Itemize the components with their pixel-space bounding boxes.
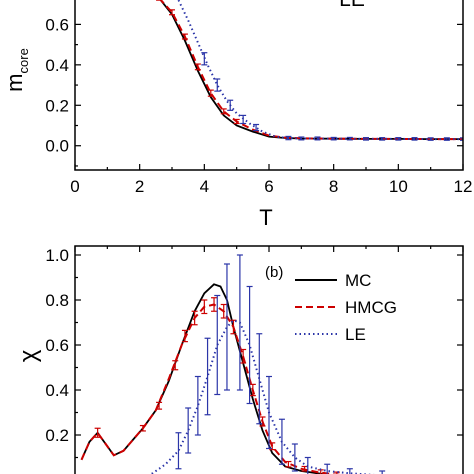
top-series-le-line bbox=[177, 0, 463, 141]
top-x-axis-label: T bbox=[259, 205, 272, 230]
bottom-errorbar-hmcg bbox=[201, 299, 208, 315]
bottom-errorbar-le bbox=[304, 456, 311, 474]
bottom-errorbar-le bbox=[256, 333, 263, 425]
bottom-errorbar-hmcg bbox=[94, 427, 101, 438]
legend-label-mc: MC bbox=[345, 271, 371, 290]
bottom-errorbar-le bbox=[214, 294, 221, 396]
top-errorbar-le bbox=[379, 137, 386, 141]
top-x-tick-label: 6 bbox=[264, 177, 273, 196]
top-x-tick-label: 0 bbox=[70, 177, 79, 196]
bottom-errorbar-hmcg bbox=[181, 329, 188, 343]
legend-label-le: LE bbox=[345, 325, 366, 344]
top-errorbar-le bbox=[346, 136, 353, 141]
top-errorbar-le bbox=[314, 136, 321, 141]
top-series-mc-line bbox=[159, 0, 463, 140]
top-errorbar-le bbox=[214, 78, 221, 92]
top-x-tick-label: 2 bbox=[135, 177, 144, 196]
top-errorbar-hmcg bbox=[181, 33, 188, 40]
bottom-y-axis-label: χ bbox=[15, 349, 42, 362]
top-errorbar-le bbox=[443, 137, 450, 141]
bottom-errorbar-hmcg bbox=[259, 416, 266, 427]
top-errorbar-hmcg bbox=[233, 118, 240, 125]
bottom-errorbar-le bbox=[278, 418, 285, 465]
top-x-tick-label: 12 bbox=[454, 177, 473, 196]
bottom-errorbar-hmcg bbox=[172, 360, 179, 371]
top-errorbar-hmcg bbox=[169, 9, 175, 16]
top-series-hmcg-line bbox=[159, 0, 463, 141]
top-y-tick-label: 0.0 bbox=[45, 137, 69, 156]
bottom-errorbar-hmcg bbox=[249, 383, 256, 397]
bottom-errorbar-le bbox=[346, 468, 353, 474]
bottom-y-tick-label: 0.4 bbox=[45, 381, 69, 400]
top-series-group bbox=[156, 0, 463, 141]
top-x-tick-label: 4 bbox=[200, 177, 209, 196]
top-errorbar-le bbox=[460, 137, 463, 141]
bottom-errorbar-le bbox=[246, 285, 253, 405]
top-errorbar-hmcg bbox=[207, 89, 214, 97]
bottom-errorbar-hmcg bbox=[240, 348, 247, 364]
bottom-errorbar-hmcg bbox=[230, 319, 237, 335]
top-errorbar-le bbox=[427, 137, 434, 141]
top-data-layer bbox=[156, 0, 463, 141]
bottom-y-tick-label: 0.6 bbox=[45, 336, 69, 355]
bottom-y-tick-label: 0.8 bbox=[45, 291, 69, 310]
bottom-errorbar-le bbox=[266, 375, 272, 450]
bottom-errorbar-hmcg bbox=[191, 310, 198, 326]
bottom-errorbar-le bbox=[194, 375, 201, 436]
bottom-errorbar-hmcg bbox=[139, 424, 146, 432]
top-y-axis-label-subscript: core bbox=[16, 48, 31, 73]
bottom-series-mc-line bbox=[80, 283, 330, 474]
bottom-errorbar-hmcg bbox=[269, 442, 276, 451]
bottom-errorbar-le bbox=[204, 337, 211, 416]
bottom-series-group bbox=[80, 254, 386, 474]
bottom-y-tick-label: 0.2 bbox=[45, 426, 69, 445]
top-errorbar-le bbox=[411, 137, 418, 141]
top-legend-tag: LE bbox=[339, 0, 365, 11]
bottom-errorbar-le bbox=[185, 407, 192, 454]
legend-label-hmcg: HMCG bbox=[345, 298, 397, 317]
bottom-errorbar-hmcg bbox=[220, 303, 227, 319]
top-errorbar-hmcg bbox=[194, 63, 201, 71]
bottom-errorbar-le bbox=[175, 432, 182, 470]
top-errorbar-le bbox=[298, 136, 305, 141]
bottom-y-tick-label: 1.0 bbox=[45, 246, 69, 265]
bottom-series-hmcg-line bbox=[80, 303, 343, 474]
top-errorbar-le bbox=[395, 137, 402, 141]
top-y-tick-label: 0.2 bbox=[45, 96, 69, 115]
top-y-tick-label: 0.6 bbox=[45, 15, 69, 34]
top-errorbar-le bbox=[240, 114, 247, 125]
bottom-errorbar-le bbox=[223, 263, 230, 391]
bottom-errorbar-le bbox=[379, 470, 386, 474]
top-errorbar-hmcg bbox=[220, 108, 227, 115]
panel-bottom-chi-vs-t: 0.2 0.4 0.6 0.8 1.0 (b) MC HMCG LE χ bbox=[15, 245, 464, 474]
bottom-errorbar-le bbox=[291, 443, 298, 472]
top-y-tick-label: 0.4 bbox=[45, 56, 69, 75]
bottom-errorbar-le bbox=[324, 463, 331, 474]
bottom-ticks-layer: 0.2 0.4 0.6 0.8 1.0 bbox=[45, 246, 464, 459]
top-errorbar-le bbox=[285, 135, 292, 141]
top-errorbar-le bbox=[227, 99, 234, 111]
bottom-errorbar-hmcg bbox=[156, 401, 163, 410]
bottom-legend: MC HMCG LE bbox=[295, 271, 397, 344]
bottom-panel-label: (b) bbox=[265, 264, 283, 281]
top-plot-frame bbox=[74, 0, 464, 171]
bottom-errorbar-hmcg bbox=[285, 460, 292, 468]
top-y-axis-label: mcore bbox=[2, 48, 31, 92]
top-x-tick-label: 8 bbox=[329, 177, 338, 196]
top-errorbar-le bbox=[330, 136, 337, 141]
bottom-errorbar-le bbox=[236, 254, 243, 391]
top-y-axis-label-main: m bbox=[2, 73, 27, 91]
top-errorbar-le bbox=[253, 123, 260, 132]
top-ticks-layer: 0 2 4 6 8 10 12 0.0 0.2 0.4 0.6 bbox=[45, 15, 473, 196]
top-x-tick-label: 10 bbox=[389, 177, 408, 196]
panel-top-mcore-vs-t: 0 2 4 6 8 10 12 0.0 0.2 0.4 0.6 LE T mcore bbox=[2, 0, 472, 230]
bottom-data-layer bbox=[80, 254, 386, 474]
top-errorbar-le bbox=[363, 137, 369, 141]
top-errorbar-le bbox=[201, 52, 208, 66]
bottom-errorbar-hmcg bbox=[211, 297, 218, 312]
